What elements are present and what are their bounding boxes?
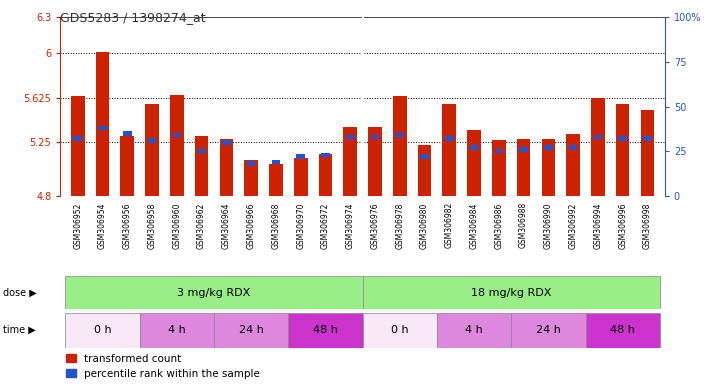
Text: GSM306976: GSM306976 bbox=[370, 202, 380, 248]
Bar bbox=[148, 138, 156, 143]
Bar bbox=[247, 161, 255, 166]
Text: GSM306958: GSM306958 bbox=[148, 202, 156, 248]
Bar bbox=[420, 154, 429, 159]
Bar bbox=[495, 149, 503, 154]
Bar bbox=[120, 136, 134, 196]
Bar bbox=[586, 313, 660, 348]
Bar bbox=[71, 96, 85, 196]
Text: GSM306964: GSM306964 bbox=[222, 202, 231, 248]
Text: 3 mg/kg RDX: 3 mg/kg RDX bbox=[177, 288, 250, 298]
Bar bbox=[370, 135, 380, 139]
Bar bbox=[542, 139, 555, 196]
Text: GSM306990: GSM306990 bbox=[544, 202, 553, 248]
Bar bbox=[214, 313, 288, 348]
Text: GSM306988: GSM306988 bbox=[519, 202, 528, 248]
Text: GSM306962: GSM306962 bbox=[197, 202, 206, 248]
Bar bbox=[437, 313, 511, 348]
Bar bbox=[616, 104, 629, 196]
Bar bbox=[442, 104, 456, 196]
Bar bbox=[591, 98, 605, 196]
Text: 24 h: 24 h bbox=[239, 325, 264, 335]
Legend: transformed count, percentile rank within the sample: transformed count, percentile rank withi… bbox=[65, 354, 260, 379]
Bar bbox=[123, 131, 132, 136]
Bar bbox=[544, 146, 552, 150]
Bar bbox=[594, 135, 602, 139]
Text: GSM306970: GSM306970 bbox=[296, 202, 305, 248]
Bar bbox=[220, 139, 233, 196]
Text: GSM306984: GSM306984 bbox=[469, 202, 479, 248]
Bar bbox=[65, 276, 363, 309]
Text: GSM306956: GSM306956 bbox=[123, 202, 132, 248]
Text: GDS5283 / 1398274_at: GDS5283 / 1398274_at bbox=[60, 11, 206, 24]
Bar bbox=[363, 313, 437, 348]
Text: GSM306952: GSM306952 bbox=[73, 202, 82, 248]
Text: time ▶: time ▶ bbox=[3, 325, 36, 335]
Bar bbox=[170, 95, 183, 196]
Bar bbox=[145, 104, 159, 196]
Text: GSM306978: GSM306978 bbox=[395, 202, 405, 248]
Bar bbox=[96, 52, 109, 196]
Bar bbox=[395, 133, 404, 137]
Text: GSM306992: GSM306992 bbox=[569, 202, 577, 248]
Text: 4 h: 4 h bbox=[168, 325, 186, 335]
Bar bbox=[368, 127, 382, 196]
Bar bbox=[245, 160, 258, 196]
Bar bbox=[288, 313, 363, 348]
Text: 0 h: 0 h bbox=[391, 325, 409, 335]
Text: GSM306968: GSM306968 bbox=[272, 202, 280, 248]
Bar bbox=[222, 140, 230, 144]
Bar bbox=[393, 96, 407, 196]
Text: GSM306994: GSM306994 bbox=[594, 202, 602, 248]
Bar bbox=[569, 146, 577, 150]
Bar bbox=[98, 126, 107, 130]
Text: GSM306966: GSM306966 bbox=[247, 202, 256, 248]
Text: GSM306996: GSM306996 bbox=[618, 202, 627, 248]
Bar bbox=[519, 147, 528, 152]
Text: 48 h: 48 h bbox=[610, 325, 635, 335]
Bar bbox=[294, 158, 307, 196]
Text: 18 mg/kg RDX: 18 mg/kg RDX bbox=[471, 288, 552, 298]
Bar bbox=[65, 313, 139, 348]
Text: GSM306980: GSM306980 bbox=[420, 202, 429, 248]
Bar bbox=[470, 146, 479, 150]
Bar bbox=[195, 136, 208, 196]
Bar bbox=[492, 140, 506, 196]
Bar bbox=[641, 110, 654, 196]
Text: 4 h: 4 h bbox=[465, 325, 483, 335]
Bar bbox=[73, 136, 82, 141]
Bar bbox=[272, 160, 280, 164]
Text: 24 h: 24 h bbox=[536, 325, 561, 335]
Bar bbox=[445, 136, 454, 141]
Bar bbox=[467, 131, 481, 196]
Text: GSM306960: GSM306960 bbox=[172, 202, 181, 248]
Bar bbox=[567, 134, 580, 196]
Bar bbox=[321, 152, 330, 157]
Bar bbox=[296, 154, 305, 159]
Bar bbox=[139, 313, 214, 348]
Bar bbox=[511, 313, 586, 348]
Bar bbox=[343, 127, 357, 196]
Text: dose ▶: dose ▶ bbox=[3, 288, 36, 298]
Text: GSM306998: GSM306998 bbox=[643, 202, 652, 248]
Bar bbox=[418, 145, 432, 196]
Text: 48 h: 48 h bbox=[313, 325, 338, 335]
Bar bbox=[619, 136, 627, 141]
Bar bbox=[319, 154, 332, 196]
Text: GSM306972: GSM306972 bbox=[321, 202, 330, 248]
Bar bbox=[197, 149, 206, 154]
Text: GSM306954: GSM306954 bbox=[98, 202, 107, 248]
Bar bbox=[363, 276, 660, 309]
Bar bbox=[173, 133, 181, 137]
Text: GSM306982: GSM306982 bbox=[445, 202, 454, 248]
Bar bbox=[346, 135, 355, 139]
Bar bbox=[517, 139, 530, 196]
Bar bbox=[269, 164, 283, 196]
Text: 0 h: 0 h bbox=[94, 325, 112, 335]
Bar bbox=[643, 136, 652, 141]
Text: GSM306974: GSM306974 bbox=[346, 202, 355, 248]
Text: GSM306986: GSM306986 bbox=[494, 202, 503, 248]
